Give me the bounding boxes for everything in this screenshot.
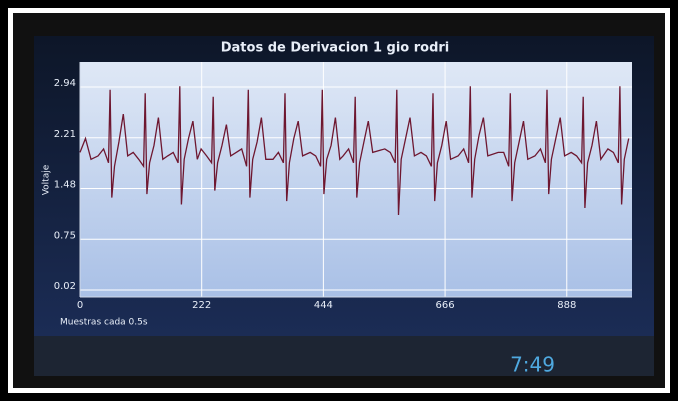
x-tick-label: 666 [436, 300, 455, 311]
x-tick-label: 222 [192, 300, 211, 311]
x-tick-label: 444 [314, 300, 333, 311]
y-tick-label: 0.02 [54, 281, 76, 292]
y-tick-label: 0.75 [54, 230, 76, 241]
y-tick-label: 1.48 [54, 180, 76, 191]
clock: 7:49 [510, 353, 555, 377]
chart-title: Datos de Derivacion 1 gio rodri [221, 41, 450, 56]
nav-bar [34, 336, 654, 376]
y-tick-label: 2.94 [54, 78, 76, 89]
screenshot: Datos de Derivacion 1 gio rodri Voltaje … [0, 0, 678, 401]
x-tick-label: 888 [557, 300, 576, 311]
x-tick-label: 0 [77, 300, 83, 311]
x-axis-label: Muestras cada 0.5s [60, 318, 148, 328]
y-tick-label: 2.21 [54, 129, 76, 140]
y-axis-label: Voltaje [42, 164, 52, 195]
